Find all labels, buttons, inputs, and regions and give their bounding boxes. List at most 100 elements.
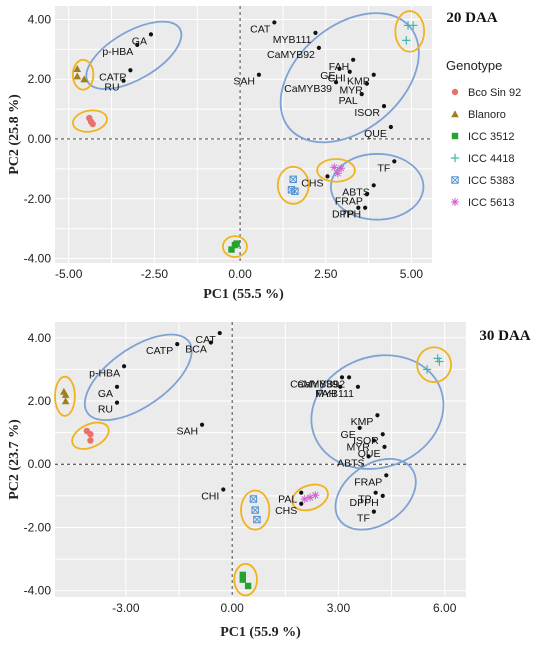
genotype-point (87, 118, 95, 125)
variable-point (114, 384, 120, 389)
cluster-ellipse (222, 235, 248, 258)
variable-label: GE (341, 429, 356, 441)
panel-20-daa: GAp-HBACATPRUSAHCATMYB111CaMYB92FAHGECHI… (7, 6, 498, 302)
legend-label: Blanoro (468, 109, 506, 121)
variable-point (135, 42, 140, 47)
variable-point (371, 509, 376, 514)
legend-item: ICC 5383 (451, 175, 514, 187)
variable-label: CATP (146, 345, 173, 357)
legend-key (451, 176, 459, 184)
variable-label: GE (320, 70, 335, 82)
y-tick-label: 2.00 (28, 72, 52, 86)
variable-label: TF (357, 513, 370, 525)
variable-point (388, 124, 393, 130)
variable-label: CHI (328, 73, 346, 85)
genotype-point (244, 582, 252, 590)
legend-label: ICC 5383 (468, 175, 514, 187)
genotype-point (87, 431, 94, 438)
y-tick-label: -4.00 (24, 584, 52, 598)
variable-label: PAL (278, 494, 297, 506)
genotype-point (330, 163, 339, 172)
cluster-ellipse (240, 489, 271, 531)
variable-point (148, 32, 154, 37)
variable-point (175, 342, 180, 347)
variable-label: GA (98, 388, 113, 400)
x-axis-label: PC1 (55.5 %) (203, 287, 284, 302)
genotype-point (435, 357, 444, 366)
legend-key (451, 198, 459, 206)
variable-point (381, 104, 387, 109)
cluster-ellipse (279, 12, 420, 144)
variable-label: TF (377, 162, 390, 174)
panel-30-daa: BCACATCATPp-HBAGARUSAHCHICaMYB39CaMYB92F… (7, 322, 531, 640)
y-tick-label: -2.00 (24, 520, 52, 534)
variable-point (359, 92, 364, 97)
legend-item: ICC 3512 (451, 131, 514, 143)
cluster-ellipse (71, 58, 95, 91)
variable-label: ISOR (353, 435, 379, 447)
genotype-point (422, 365, 432, 374)
variable-point (357, 425, 362, 430)
variable-point (217, 330, 222, 336)
variable-point (355, 384, 361, 389)
genotype-point (228, 246, 235, 253)
genotype-point (61, 390, 70, 398)
variable-point (392, 159, 397, 164)
variable-point (333, 80, 339, 85)
variable-label: CaMYB92 (267, 49, 315, 61)
genotype-point (233, 240, 240, 247)
genotype-point (73, 72, 82, 80)
variable-label: CATP (99, 71, 126, 83)
variable-label: QUE (364, 128, 387, 140)
legend-item: ICC 4418 (450, 153, 514, 165)
x-tick-label: -5.00 (55, 267, 83, 281)
variable-point (121, 78, 126, 83)
legend-key (451, 110, 459, 118)
variable-label: ABTS (337, 457, 364, 469)
y-tick-label: 0.00 (28, 132, 52, 146)
y-axis-label: PC2 (23.7 %) (7, 419, 22, 500)
panel-title: 20 DAA (446, 10, 497, 26)
variable-point (364, 81, 369, 86)
legend-key (451, 132, 459, 140)
variable-label: CHS (275, 505, 297, 517)
legend-item: Bco Sin 92 (451, 87, 521, 99)
variable-label: p-HBA (89, 367, 120, 379)
variable-point (272, 20, 277, 25)
variable-label: ABTS (342, 186, 369, 198)
legend-label: Bco Sin 92 (468, 87, 521, 99)
genotype-point (333, 169, 342, 178)
genotype-point (253, 515, 261, 524)
variable-label: FRAP (354, 476, 382, 488)
grid-lines (55, 6, 432, 263)
genotype-point (291, 187, 299, 195)
variable-label: TP (358, 494, 371, 506)
x-tick-label: 3.00 (327, 601, 351, 615)
variable-label: CaMYB92 (297, 378, 345, 390)
x-tick-label: 0.00 (220, 601, 244, 615)
panel-title: 30 DAA (479, 328, 530, 344)
variable-label: KMP (351, 416, 374, 428)
variable-point (366, 454, 371, 459)
variable-point (299, 490, 304, 495)
y-tick-label: 4.00 (28, 12, 52, 26)
genotype-point (306, 493, 315, 502)
variable-label: CHI (201, 491, 219, 503)
variable-point (208, 340, 213, 345)
cluster-ellipse (291, 483, 329, 512)
variable-point (338, 384, 343, 389)
y-tick-label: 4.00 (28, 331, 52, 345)
cluster-ellipse (71, 421, 110, 450)
variable-label: GA (132, 35, 147, 47)
variable-point (375, 413, 380, 418)
variable-point (347, 69, 352, 74)
genotype-legend: Genotype Bco Sin 92 Blanoro ICC 3512 ICC 44… (446, 58, 521, 209)
variable-label: MYR (340, 85, 364, 97)
variable-label: ISOR (354, 107, 380, 119)
cluster-ellipse (233, 562, 258, 597)
x-tick-label: 6.00 (433, 601, 457, 615)
legend-item: Blanoro (451, 109, 506, 121)
cluster-ellipse (276, 165, 310, 205)
variable-label: SAH (176, 426, 198, 438)
variable-label: MYB111 (315, 388, 354, 400)
